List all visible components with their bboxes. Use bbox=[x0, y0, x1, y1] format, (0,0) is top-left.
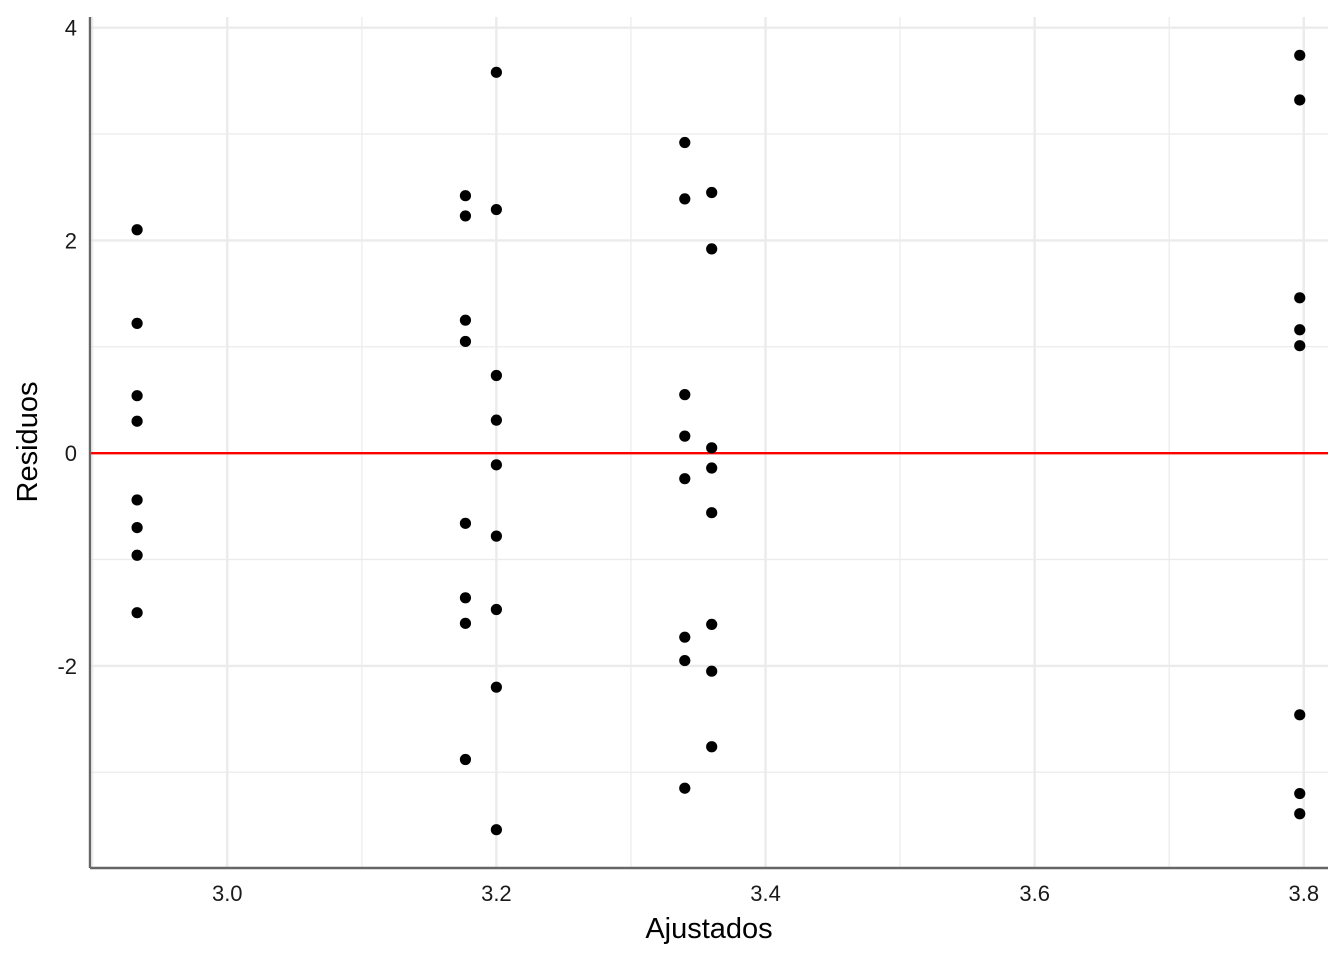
data-point bbox=[679, 430, 691, 442]
data-point bbox=[679, 136, 691, 149]
data-point bbox=[706, 462, 718, 474]
data-point bbox=[706, 507, 718, 519]
data-point bbox=[1294, 709, 1306, 721]
y-tick-label: 2 bbox=[65, 228, 77, 253]
data-point bbox=[131, 494, 143, 506]
data-point bbox=[679, 389, 691, 401]
data-point bbox=[131, 224, 143, 236]
y-axis-title: Residuos bbox=[12, 382, 44, 503]
data-point bbox=[131, 415, 143, 427]
data-point bbox=[490, 603, 502, 616]
data-point bbox=[459, 190, 472, 202]
x-axis-title: Ajustados bbox=[645, 913, 772, 945]
y-tick-label: 4 bbox=[65, 16, 77, 41]
major-gridlines bbox=[90, 17, 1328, 868]
data-point bbox=[459, 517, 472, 529]
x-tick-label: 3.8 bbox=[1288, 881, 1319, 906]
data-point bbox=[679, 193, 691, 205]
data-point bbox=[706, 186, 718, 199]
data-point bbox=[1294, 94, 1306, 106]
data-point bbox=[131, 522, 143, 534]
data-point bbox=[679, 782, 691, 794]
data-point bbox=[679, 654, 691, 667]
data-point bbox=[706, 741, 718, 753]
x-tick-label: 3.6 bbox=[1019, 881, 1050, 906]
data-point bbox=[131, 549, 143, 561]
data-point bbox=[1294, 787, 1306, 800]
data-point bbox=[459, 592, 472, 604]
data-point bbox=[490, 414, 502, 426]
data-point bbox=[1294, 324, 1306, 336]
data-point bbox=[459, 617, 472, 629]
data-point bbox=[1294, 808, 1306, 820]
data-point bbox=[1294, 340, 1306, 352]
data-point bbox=[706, 618, 718, 631]
data-point bbox=[490, 824, 502, 836]
data-point bbox=[131, 390, 143, 402]
x-tick-label: 3.4 bbox=[750, 881, 781, 906]
data-point bbox=[1294, 292, 1306, 304]
data-point bbox=[706, 243, 718, 255]
data-point bbox=[679, 631, 691, 643]
data-point bbox=[490, 681, 502, 693]
data-point bbox=[459, 335, 472, 348]
data-point bbox=[459, 753, 472, 766]
minor-gridlines bbox=[90, 17, 1328, 868]
data-point bbox=[459, 314, 472, 326]
data-point bbox=[131, 317, 143, 329]
axes bbox=[88, 17, 1328, 870]
data-point bbox=[490, 459, 502, 471]
y-tick-label: -2 bbox=[57, 654, 77, 679]
y-tick-label: 0 bbox=[65, 441, 77, 466]
data-point bbox=[706, 665, 718, 677]
data-point bbox=[490, 66, 502, 78]
data-point bbox=[490, 203, 502, 216]
data-point bbox=[459, 210, 472, 222]
data-points bbox=[131, 49, 1306, 836]
data-point bbox=[490, 530, 502, 542]
x-tick-labels: 3.0 3.2 3.4 3.6 3.8 bbox=[212, 881, 1319, 906]
x-tick-label: 3.2 bbox=[481, 881, 512, 906]
data-point bbox=[131, 607, 143, 619]
data-point bbox=[706, 442, 718, 454]
data-point bbox=[490, 369, 502, 382]
data-point bbox=[679, 473, 691, 485]
x-tick-label: 3.0 bbox=[212, 881, 243, 906]
data-point bbox=[1294, 49, 1306, 61]
y-tick-labels: -2 0 2 4 bbox=[57, 16, 77, 679]
